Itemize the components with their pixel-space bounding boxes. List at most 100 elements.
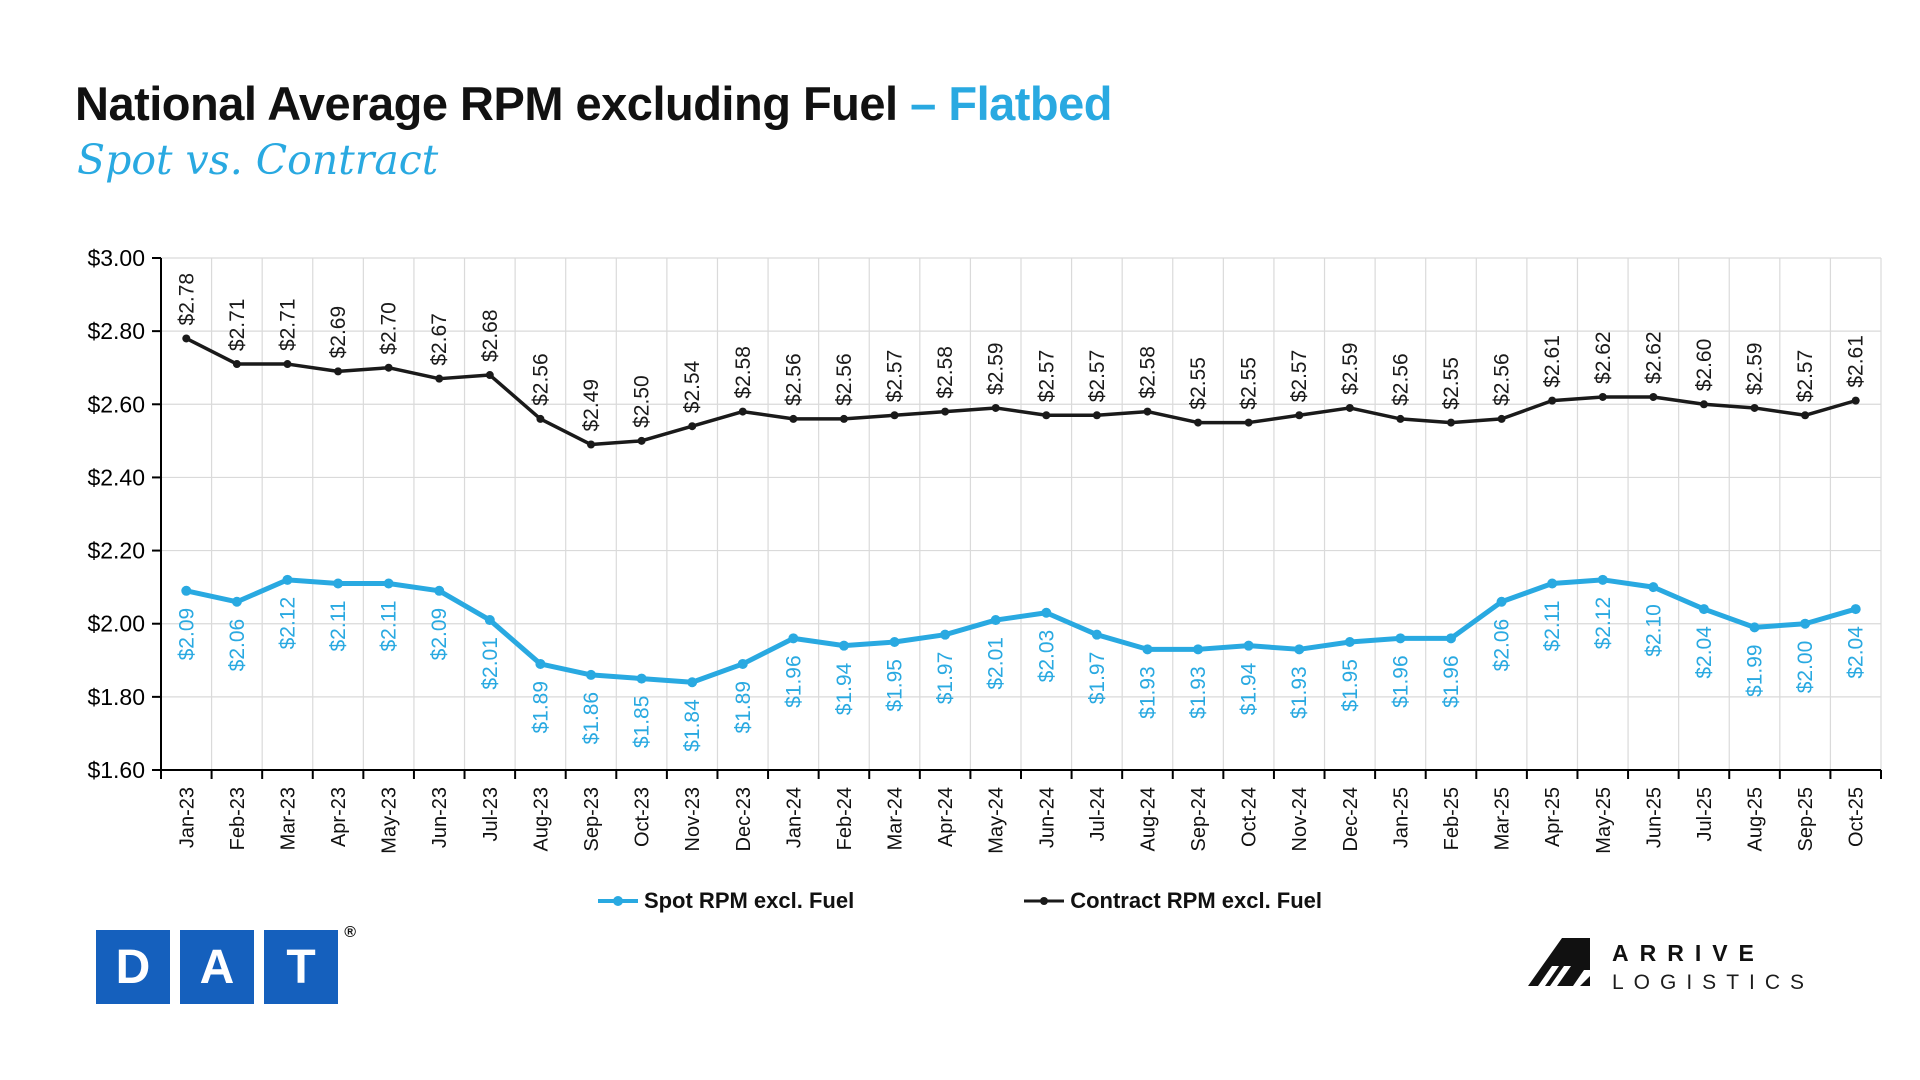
svg-text:$2.61: $2.61 [1845, 335, 1868, 388]
svg-text:$2.71: $2.71 [226, 298, 249, 351]
svg-text:$2.55: $2.55 [1238, 357, 1261, 410]
svg-text:$2.57: $2.57 [1035, 350, 1058, 403]
arrive-logo-line1: ARRIVE [1612, 940, 1765, 966]
svg-text:$2.11: $2.11 [1541, 600, 1564, 651]
svg-text:$2.59: $2.59 [1339, 342, 1362, 395]
svg-text:$2.70: $2.70 [378, 302, 401, 355]
svg-text:$1.97: $1.97 [1086, 652, 1109, 705]
svg-text:Oct-25: Oct-25 [1846, 787, 1868, 847]
svg-text:Apr-24: Apr-24 [935, 787, 957, 847]
svg-text:$2.59: $2.59 [985, 342, 1008, 395]
svg-text:$1.94: $1.94 [833, 662, 856, 715]
dat-logo-letter-t-glyph: T [286, 940, 316, 994]
svg-text:Dec-24: Dec-24 [1340, 787, 1362, 851]
svg-text:$2.58: $2.58 [1136, 346, 1159, 399]
svg-text:$2.62: $2.62 [1592, 331, 1615, 384]
svg-text:Oct-24: Oct-24 [1239, 787, 1261, 847]
svg-text:Jul-25: Jul-25 [1694, 787, 1716, 841]
svg-text:$2.54: $2.54 [681, 360, 704, 413]
svg-text:$2.11: $2.11 [378, 600, 401, 651]
svg-text:Aug-25: Aug-25 [1745, 787, 1767, 852]
svg-text:May-25: May-25 [1593, 787, 1615, 854]
svg-text:Nov-24: Nov-24 [1289, 787, 1311, 851]
svg-text:Apr-23: Apr-23 [328, 787, 350, 847]
svg-text:$2.11: $2.11 [327, 600, 350, 651]
page-title: National Average RPM excluding Fuel – Fl… [75, 76, 1112, 131]
page-title-accent: – Flatbed [910, 77, 1112, 130]
svg-text:$2.10: $2.10 [1642, 604, 1665, 657]
svg-text:$2.09: $2.09 [175, 608, 198, 661]
svg-text:Jun-25: Jun-25 [1643, 787, 1665, 848]
registered-trademark-icon: ® [344, 924, 356, 941]
svg-text:$1.80: $1.80 [87, 684, 145, 710]
svg-text:Jun-24: Jun-24 [1036, 787, 1058, 848]
svg-text:$2.60: $2.60 [1693, 339, 1716, 392]
svg-text:Jul-24: Jul-24 [1087, 787, 1109, 841]
svg-text:Mar-24: Mar-24 [885, 787, 907, 850]
svg-text:$2.55: $2.55 [1440, 357, 1463, 410]
svg-text:Jul-23: Jul-23 [480, 787, 502, 841]
svg-text:$2.78: $2.78 [175, 273, 198, 326]
rpm-line-chart: $1.60 $1.80 $2.00 $2.20 $2.40 $2.60 $2.80 $3.00… [75, 196, 1890, 886]
svg-text:Jan-24: Jan-24 [783, 787, 805, 848]
svg-text:Sep-25: Sep-25 [1795, 787, 1817, 852]
svg-text:Sep-24: Sep-24 [1188, 787, 1210, 852]
svg-text:$1.60: $1.60 [87, 757, 145, 783]
legend-label-contract: Contract RPM excl. Fuel [1070, 888, 1323, 913]
svg-text:$1.96: $1.96 [1440, 655, 1463, 708]
svg-text:$2.04: $2.04 [1845, 626, 1868, 679]
svg-text:$1.89: $1.89 [529, 681, 552, 734]
svg-text:$2.58: $2.58 [732, 346, 755, 399]
svg-text:$1.96: $1.96 [1389, 655, 1412, 708]
svg-text:$3.00: $3.00 [87, 245, 145, 271]
svg-text:$2.58: $2.58 [934, 346, 957, 399]
svg-text:Aug-23: Aug-23 [530, 787, 552, 852]
svg-text:May-23: May-23 [379, 787, 401, 854]
svg-text:$2.57: $2.57 [1086, 350, 1109, 403]
svg-text:$2.06: $2.06 [1491, 619, 1514, 672]
svg-text:$2.06: $2.06 [226, 619, 249, 672]
svg-text:$2.71: $2.71 [276, 298, 299, 351]
svg-text:$2.80: $2.80 [87, 318, 145, 344]
svg-text:$1.93: $1.93 [1187, 666, 1210, 719]
svg-text:$2.67: $2.67 [428, 313, 451, 366]
svg-text:Aug-24: Aug-24 [1137, 787, 1159, 852]
arrive-logo-line2: LOGISTICS [1612, 971, 1815, 994]
svg-text:Jan-23: Jan-23 [176, 787, 198, 848]
contract-line-marker-icon [1024, 897, 1065, 905]
svg-text:$2.61: $2.61 [1541, 335, 1564, 388]
svg-text:$2.00: $2.00 [87, 611, 145, 637]
svg-text:$2.09: $2.09 [428, 608, 451, 661]
svg-text:$2.60: $2.60 [87, 391, 145, 417]
svg-text:Feb-23: Feb-23 [227, 787, 249, 850]
svg-text:$2.03: $2.03 [1035, 630, 1058, 683]
svg-text:$1.93: $1.93 [1136, 666, 1159, 719]
svg-text:$2.68: $2.68 [479, 309, 502, 362]
svg-text:$2.57: $2.57 [1794, 350, 1817, 403]
page-title-main: National Average RPM excluding Fuel [75, 77, 898, 130]
svg-text:$1.89: $1.89 [732, 681, 755, 734]
legend-label-spot: Spot RPM excl. Fuel [643, 888, 855, 913]
svg-text:$1.86: $1.86 [580, 692, 603, 745]
page-subtitle: Spot vs. Contract [77, 136, 439, 184]
svg-text:May-24: May-24 [986, 787, 1008, 854]
svg-text:$2.01: $2.01 [985, 637, 1008, 690]
legend-item-contract: Contract RPM excl. Fuel [1024, 888, 1322, 914]
svg-text:$2.62: $2.62 [1642, 331, 1665, 384]
dat-logo-letter-d: D [96, 930, 170, 1004]
svg-text:$2.12: $2.12 [276, 597, 299, 650]
rpm-line-chart-svg: $1.60 $1.80 $2.00 $2.20 $2.40 $2.60 $2.80 $3.00… [87, 245, 1882, 854]
arrive-logo-text: ARRIVE LOGISTICS [1612, 938, 1814, 995]
dat-logo: D A T ® [96, 924, 356, 1004]
svg-text:$1.93: $1.93 [1288, 666, 1311, 719]
svg-text:$1.96: $1.96 [782, 655, 805, 708]
dat-logo-letter-a: A [180, 930, 254, 1004]
svg-text:$2.59: $2.59 [1744, 342, 1767, 395]
svg-text:$2.01: $2.01 [479, 637, 502, 690]
svg-text:$2.00: $2.00 [1794, 641, 1817, 694]
svg-text:$2.40: $2.40 [87, 464, 145, 490]
svg-text:$2.49: $2.49 [580, 379, 603, 432]
svg-text:$2.56: $2.56 [833, 353, 856, 406]
svg-text:Jan-25: Jan-25 [1390, 787, 1412, 848]
